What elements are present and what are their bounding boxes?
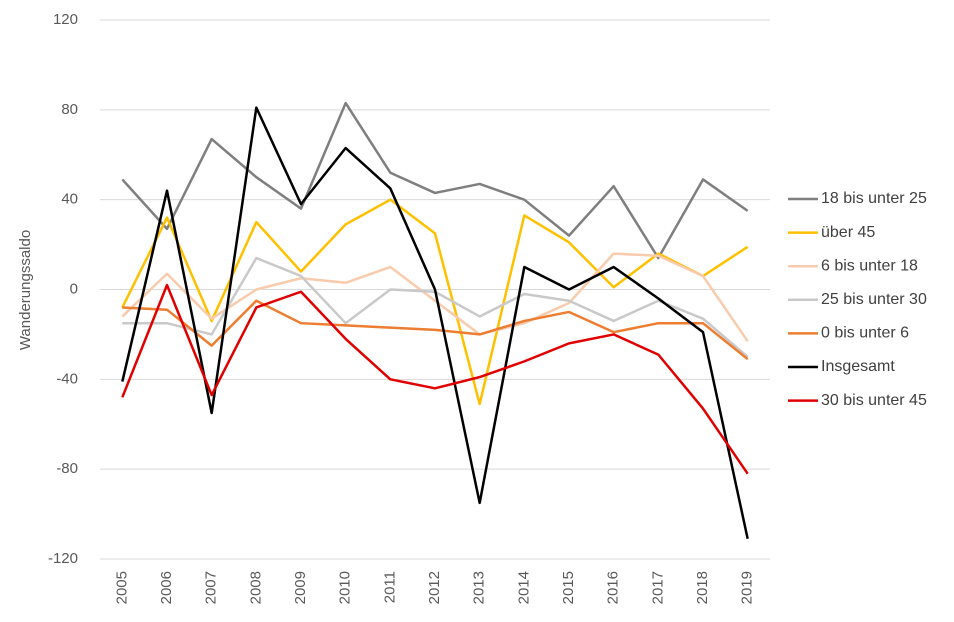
legend-label: 25 bis unter 30 [821, 291, 927, 308]
y-tick-label: -80 [56, 460, 78, 477]
x-tick-label: 2011 [381, 571, 398, 603]
x-tick-label: 2012 [426, 571, 443, 604]
y-tick-label: 0 [70, 280, 78, 297]
x-tick-label: 2019 [739, 571, 756, 604]
x-tick-label: 2010 [337, 571, 354, 604]
x-tick-label: 2005 [113, 571, 130, 604]
x-tick-label: 2016 [605, 571, 622, 604]
x-tick-label: 2015 [560, 571, 577, 604]
legend-label: Insgesamt [821, 358, 895, 375]
x-tick-label: 2013 [471, 571, 488, 604]
x-tick-label: 2018 [694, 571, 711, 604]
x-tick-label: 2006 [158, 571, 175, 604]
y-tick-label: 80 [61, 101, 78, 118]
y-tick-label: -40 [56, 370, 78, 387]
x-tick-label: 2008 [247, 571, 264, 604]
x-tick-label: 2009 [292, 571, 309, 604]
legend-label: 6 bis unter 18 [821, 257, 918, 274]
y-axis-label: Wanderungssaldo [17, 230, 34, 350]
series-line [122, 299, 749, 361]
y-tick-label: 120 [53, 11, 78, 28]
y-tick-label: -120 [48, 550, 78, 567]
legend-label: 30 bis unter 45 [821, 392, 927, 409]
series-line [121, 106, 749, 540]
legend-label: 18 bis unter 25 [821, 190, 927, 207]
y-tick-label: 40 [61, 191, 78, 208]
x-tick-label: 2014 [515, 571, 532, 604]
x-tick-label: 2017 [649, 571, 666, 604]
legend-label: über 45 [821, 224, 875, 241]
series-line [121, 198, 749, 406]
legend: 18 bis unter 25 über 45 6 bis unter 18 25 b… [788, 190, 927, 409]
legend-label: 0 bis unter 6 [821, 325, 909, 342]
series-line [121, 101, 749, 260]
x-tick-label: 2007 [203, 571, 220, 604]
series-line [121, 283, 749, 475]
